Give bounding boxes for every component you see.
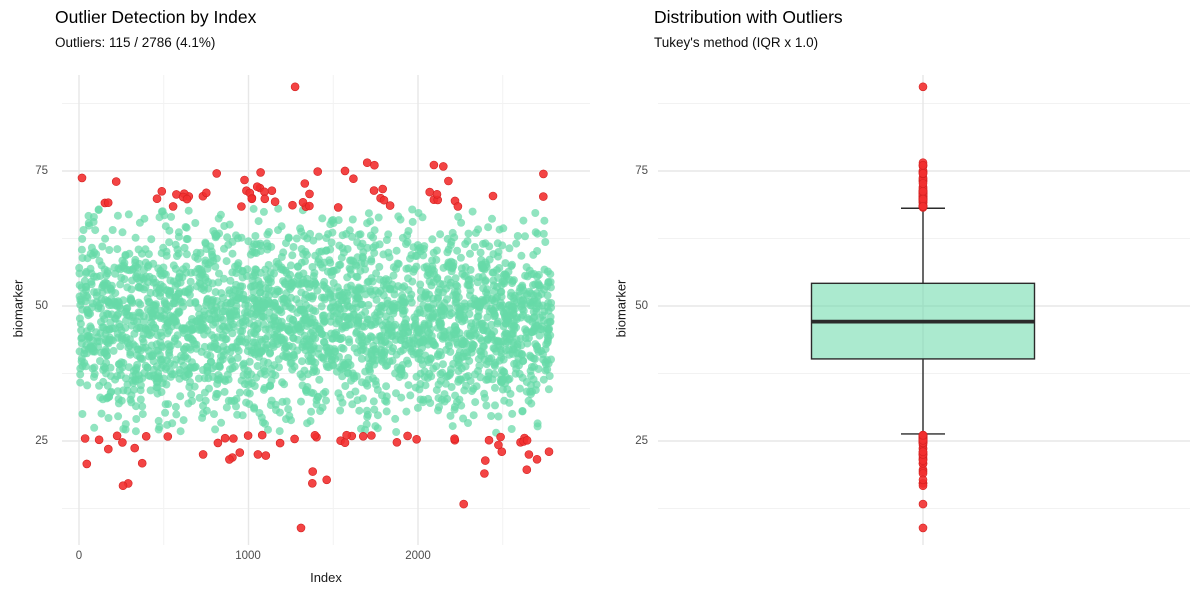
y-tick-label: 75 [635,165,648,177]
inlier-points [75,204,556,437]
boxplot-outlier-points [918,82,928,533]
y-tick-label: 75 [35,165,48,177]
left-plot-subtitle: Outliers: 115 / 2786 (4.1%) [55,35,216,50]
right-plot-subtitle: Tukey's method (IQR x 1.0) [654,35,819,50]
box-plot-canvas [658,75,1190,545]
y-tick-label: 50 [35,300,48,312]
y-axis-label: biomarker [613,279,629,338]
scatter-plot-canvas [62,75,590,545]
x-tick-label: 0 [75,550,83,562]
x-tick-label: 1000 [235,550,261,562]
outlier-points [77,82,554,533]
right-plot-title: Distribution with Outliers [654,7,843,27]
x-tick-label: 2000 [405,550,431,562]
boxplot [810,207,1036,435]
x-axis-label: Index [310,570,342,585]
y-tick-label: 25 [635,435,648,447]
y-tick-label: 50 [635,300,648,312]
y-axis-label: biomarker [10,279,26,338]
y-tick-label: 25 [35,435,48,447]
left-plot-title: Outlier Detection by Index [55,7,257,27]
